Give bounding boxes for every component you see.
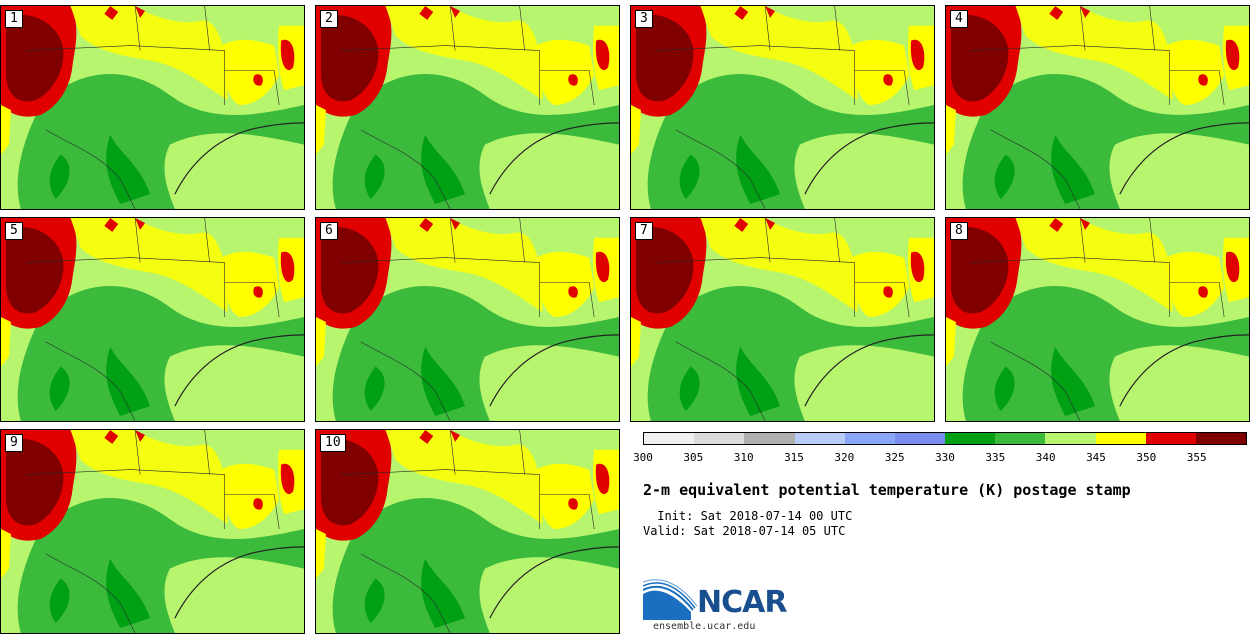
colorbar-tick-label: 355 <box>1186 451 1207 464</box>
panel-label: 9 <box>5 434 23 452</box>
colorbar-tick-label: 315 <box>784 451 804 464</box>
map-field <box>631 6 934 209</box>
site-url: ensemble.ucar.edu <box>653 621 756 632</box>
page-title: 2-m equivalent potential temperature (K)… <box>643 481 1131 499</box>
panel-8: 8 <box>945 217 1250 422</box>
panel-label: 10 <box>320 434 346 452</box>
ncar-logo-text: NCAR <box>697 585 787 620</box>
panel-1: 1 <box>0 5 305 210</box>
panel-5: 5 <box>0 217 305 422</box>
init-time: Init: Sat 2018-07-14 00 UTC <box>650 509 853 523</box>
colorbar-segment <box>744 433 795 444</box>
panel-label: 3 <box>635 10 653 28</box>
panel-7: 7 <box>630 217 935 422</box>
map-field <box>316 430 619 633</box>
map-field <box>1 430 304 633</box>
ncar-logo-icon <box>643 579 698 620</box>
panel-label: 6 <box>320 222 338 240</box>
colorbar-tick-label: 320 <box>834 451 855 464</box>
panel-label: 2 <box>320 10 338 28</box>
panel-label: 4 <box>950 10 968 28</box>
colorbar-tick-label: 305 <box>683 451 704 464</box>
colorbar-segment <box>1145 433 1196 444</box>
panel-label: 5 <box>5 222 23 240</box>
panel-10: 10 <box>315 429 620 634</box>
map-field <box>1 6 304 209</box>
colorbar-segment <box>644 433 695 444</box>
colorbar-segment <box>945 433 996 444</box>
colorbar-tick-label: 345 <box>1086 451 1106 464</box>
map-field <box>316 218 619 421</box>
panel-4: 4 <box>945 5 1250 210</box>
colorbar-tick-label: 350 <box>1136 451 1157 464</box>
colorbar-tick-label: 325 <box>884 451 905 464</box>
map-field <box>946 6 1249 209</box>
colorbar-tick-label: 310 <box>733 451 754 464</box>
colorbar-tick-label: 335 <box>985 451 1006 464</box>
colorbar-tick-label: 330 <box>935 451 955 464</box>
colorbar-segment <box>894 433 946 444</box>
colorbar-tick-label: 340 <box>1035 451 1056 464</box>
panel-label: 7 <box>635 222 653 240</box>
panel-3: 3 <box>630 5 935 210</box>
panel-label: 8 <box>950 222 968 240</box>
map-field <box>316 6 619 209</box>
colorbar-segment <box>1195 433 1247 444</box>
panel-9: 9 <box>0 429 305 634</box>
colorbar-segment <box>844 433 895 444</box>
valid-time: Valid: Sat 2018-07-14 05 UTC <box>643 524 846 538</box>
panel-label: 1 <box>5 10 23 28</box>
colorbar <box>643 432 1247 445</box>
map-field <box>1 218 304 421</box>
colorbar-tick-label: 300 <box>633 451 653 464</box>
panel-6: 6 <box>315 217 620 422</box>
colorbar-segment <box>794 433 845 444</box>
map-field <box>946 218 1249 421</box>
colorbar-segment <box>1095 433 1146 444</box>
colorbar-segment <box>1045 433 1096 444</box>
colorbar-segment <box>995 433 1046 444</box>
map-field <box>631 218 934 421</box>
panel-2: 2 <box>315 5 620 210</box>
colorbar-segment <box>694 433 745 444</box>
